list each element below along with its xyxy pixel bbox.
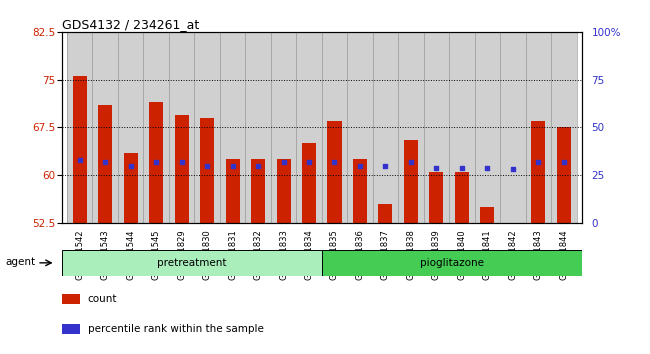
Point bbox=[380, 163, 391, 169]
Bar bbox=[175, 115, 188, 223]
Point bbox=[202, 163, 213, 169]
Point bbox=[304, 159, 314, 165]
Point bbox=[278, 159, 289, 165]
Point bbox=[559, 159, 569, 165]
Point bbox=[100, 159, 110, 165]
Bar bbox=[62, 324, 80, 334]
Bar bbox=[322, 250, 582, 276]
Bar bbox=[404, 140, 418, 223]
Bar bbox=[372, 32, 398, 223]
Bar bbox=[62, 250, 322, 276]
Point bbox=[176, 159, 187, 165]
Bar bbox=[302, 143, 316, 223]
Bar bbox=[73, 76, 86, 223]
Point bbox=[330, 159, 340, 165]
Point bbox=[125, 163, 136, 169]
Bar bbox=[67, 32, 92, 223]
Point bbox=[151, 159, 161, 165]
Bar bbox=[500, 32, 526, 223]
Bar bbox=[526, 32, 551, 223]
Bar bbox=[251, 159, 265, 223]
Bar bbox=[474, 32, 500, 223]
Bar bbox=[347, 32, 372, 223]
Bar bbox=[480, 207, 495, 223]
Bar bbox=[271, 32, 296, 223]
Point bbox=[355, 163, 365, 169]
Text: pretreatment: pretreatment bbox=[157, 258, 226, 268]
Bar bbox=[194, 32, 220, 223]
Point bbox=[227, 163, 238, 169]
Bar bbox=[296, 32, 322, 223]
Bar bbox=[143, 32, 169, 223]
Bar bbox=[430, 172, 443, 223]
Point bbox=[482, 165, 493, 170]
Bar bbox=[92, 32, 118, 223]
Bar bbox=[62, 294, 80, 304]
Point bbox=[508, 167, 518, 172]
Point bbox=[406, 159, 416, 165]
Bar bbox=[378, 204, 393, 223]
Point bbox=[457, 165, 467, 170]
Point bbox=[533, 159, 543, 165]
Bar bbox=[149, 102, 163, 223]
Bar bbox=[557, 127, 571, 223]
Bar bbox=[449, 32, 474, 223]
Bar bbox=[322, 32, 347, 223]
Bar bbox=[220, 32, 245, 223]
Point bbox=[74, 157, 85, 163]
Bar bbox=[276, 159, 291, 223]
Bar bbox=[455, 172, 469, 223]
Bar bbox=[118, 32, 143, 223]
Bar bbox=[353, 159, 367, 223]
Bar bbox=[328, 121, 341, 223]
Bar bbox=[226, 159, 240, 223]
Text: count: count bbox=[88, 294, 117, 304]
Bar bbox=[200, 118, 214, 223]
Text: percentile rank within the sample: percentile rank within the sample bbox=[88, 324, 264, 334]
Point bbox=[431, 165, 441, 170]
Text: pioglitazone: pioglitazone bbox=[420, 258, 484, 268]
Bar bbox=[245, 32, 271, 223]
Bar bbox=[398, 32, 424, 223]
Point bbox=[253, 163, 263, 169]
Bar bbox=[551, 32, 577, 223]
Bar bbox=[98, 105, 112, 223]
Bar bbox=[124, 153, 138, 223]
Bar bbox=[169, 32, 194, 223]
Text: GDS4132 / 234261_at: GDS4132 / 234261_at bbox=[62, 18, 199, 31]
Bar bbox=[424, 32, 449, 223]
Bar bbox=[532, 121, 545, 223]
Text: agent: agent bbox=[5, 257, 35, 267]
